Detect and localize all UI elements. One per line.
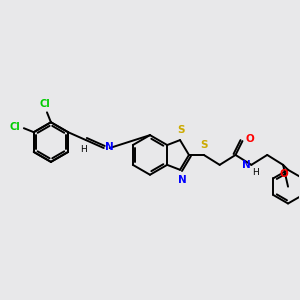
- Text: H: H: [252, 168, 259, 177]
- Text: H: H: [81, 145, 87, 154]
- Text: N: N: [178, 175, 186, 185]
- Text: Cl: Cl: [40, 99, 50, 110]
- Text: N: N: [242, 160, 250, 170]
- Text: S: S: [177, 125, 185, 135]
- Text: N: N: [105, 142, 113, 152]
- Text: O: O: [245, 134, 254, 144]
- Text: Cl: Cl: [9, 122, 20, 132]
- Text: O: O: [280, 169, 288, 179]
- Text: S: S: [200, 140, 208, 150]
